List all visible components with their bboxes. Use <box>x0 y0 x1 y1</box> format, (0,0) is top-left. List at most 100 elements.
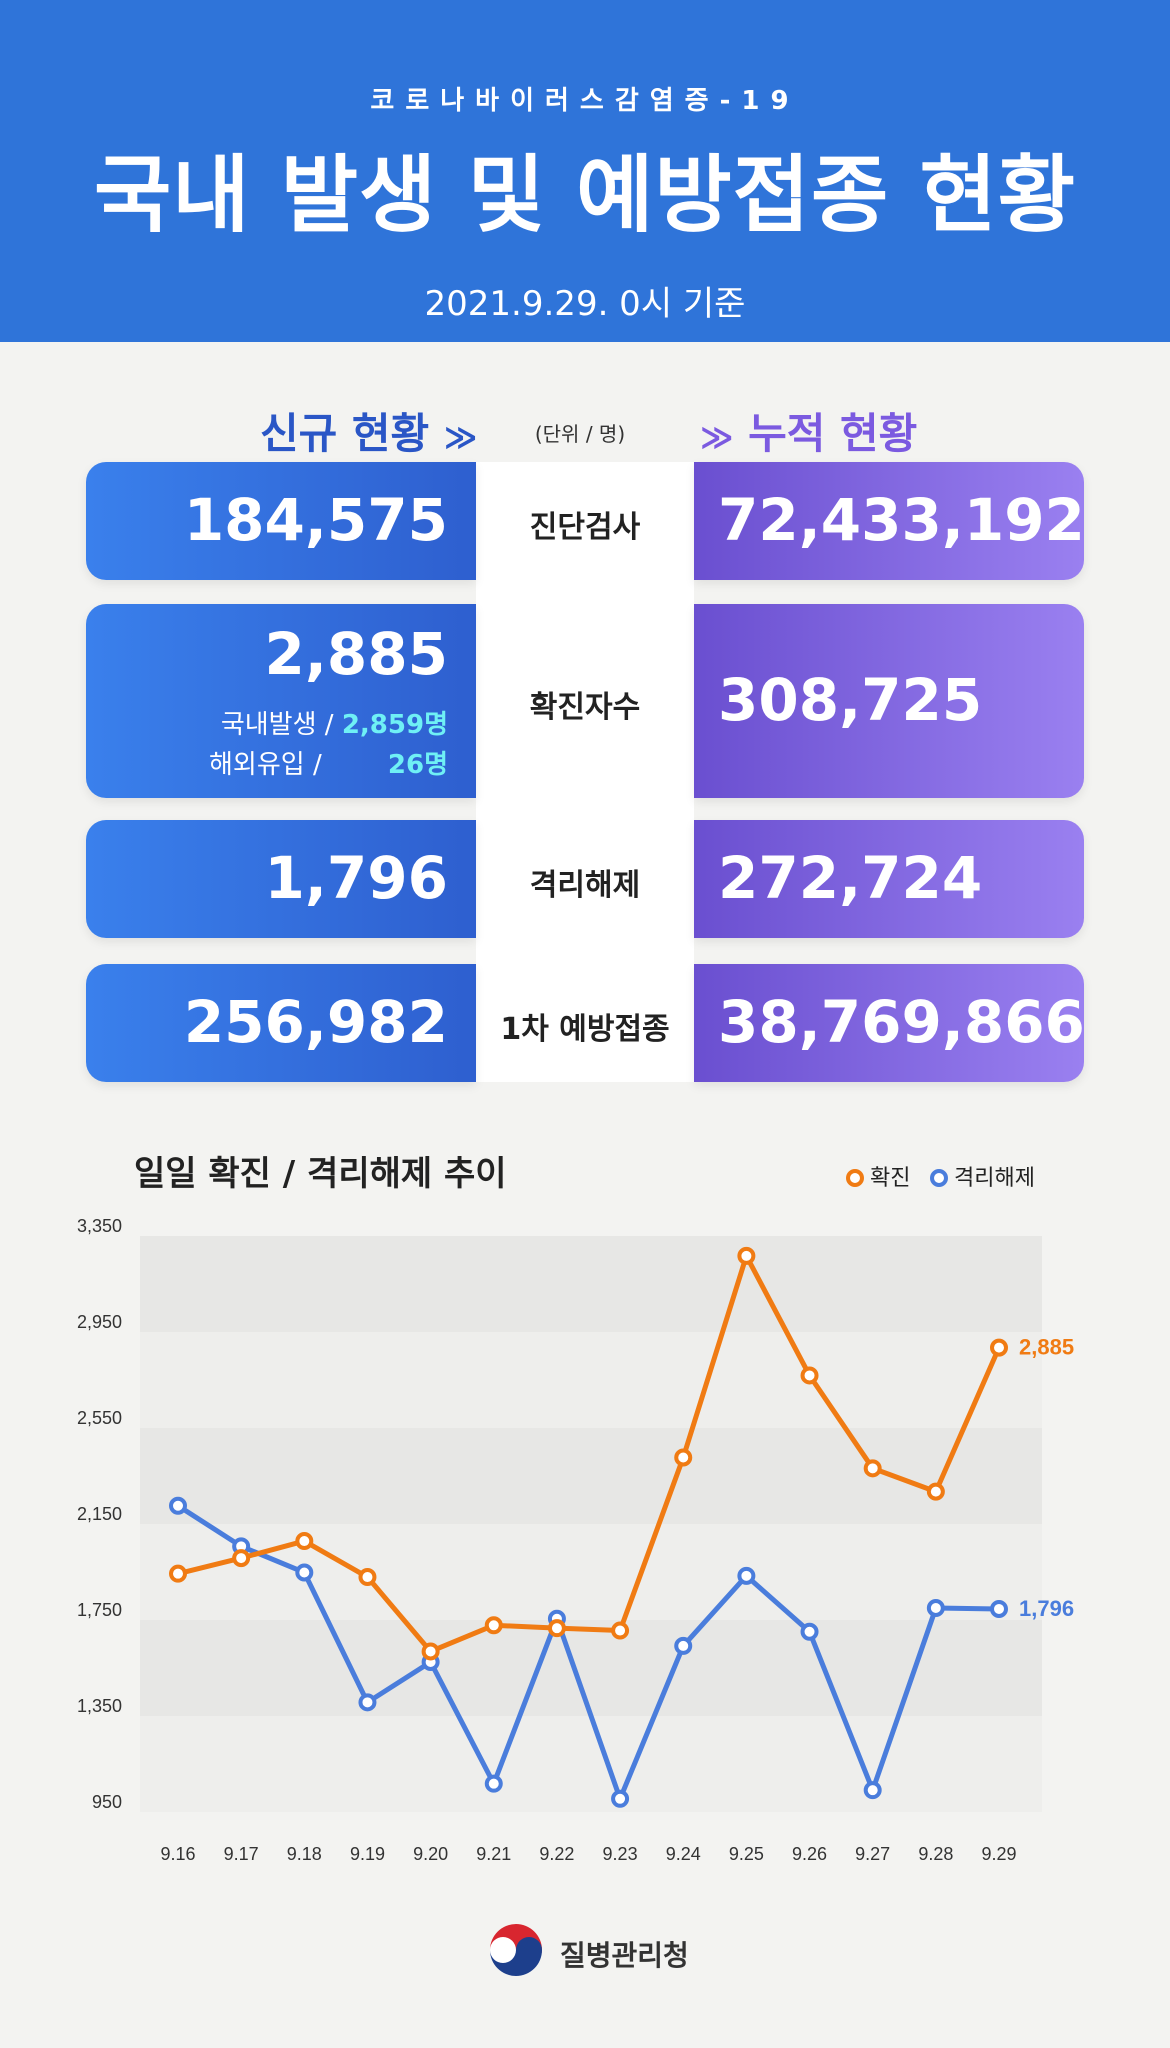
confirmed-end-label: 2,885 <box>1019 1335 1074 1360</box>
tests-label: 진단검사 <box>529 510 641 545</box>
grid-band <box>140 1716 1042 1812</box>
x-tick-label: 9.21 <box>476 1844 511 1864</box>
legend-confirmed-marker <box>846 1169 864 1187</box>
header-title: 국내 발생 및 예방접종 현황 <box>93 146 1077 244</box>
vaccination-label: 1차 예방접종 <box>500 1012 670 1047</box>
x-tick-label: 9.26 <box>792 1844 827 1864</box>
new-tests-value: 184,575 <box>183 486 448 554</box>
released-point <box>990 1599 1008 1618</box>
header-date: 2021.9.29. 0시 기준 <box>424 284 746 324</box>
x-tick-label: 9.16 <box>160 1844 195 1864</box>
confirmed-point <box>295 1532 314 1551</box>
new-confirmed-value: 2,885 <box>264 620 448 688</box>
cumulative-confirmed-card: 308,725 <box>694 604 1084 798</box>
confirmed-point <box>358 1568 377 1587</box>
legend-released-marker <box>930 1169 948 1187</box>
released-point <box>295 1563 314 1582</box>
x-tick-label: 9.17 <box>224 1844 259 1864</box>
domestic-breakdown: 국내발생 / 2,859명 <box>221 704 448 741</box>
released-end-label: 1,796 <box>1019 1596 1074 1621</box>
x-tick-label: 9.27 <box>855 1844 890 1864</box>
y-tick-label: 2,550 <box>77 1408 122 1428</box>
line-chart: 3,350 2,950 2,550 2,150 1,750 1,350 950 9.16 9.1… <box>77 1216 1074 1864</box>
overseas-breakdown: 해외유입 / 26명 <box>209 744 448 781</box>
cumulative-released-value: 272,724 <box>718 844 983 912</box>
cumulative-tests-card: 72,433,192 <box>694 462 1085 580</box>
new-confirmed-card: 2,885 국내발생 / 2,859명 해외유입 / 26명 <box>86 604 476 798</box>
x-tick-label: 9.24 <box>666 1844 701 1864</box>
released-point <box>358 1693 377 1712</box>
cumulative-tests-value: 72,433,192 <box>718 486 1085 554</box>
grid-band <box>140 1236 1042 1332</box>
confirmed-point <box>484 1616 503 1635</box>
legend-confirmed-label: 확진 <box>870 1166 911 1191</box>
overseas-value: 26명 <box>387 750 448 780</box>
y-tick-label: 3,350 <box>77 1216 122 1236</box>
header-subtitle: 코로나바이러스감염증-19 <box>370 86 800 116</box>
new-section-label: 신규 현황 <box>260 409 430 458</box>
y-tick-label: 2,950 <box>77 1312 122 1332</box>
x-tick-label: 9.23 <box>603 1844 638 1864</box>
confirmed-point <box>737 1246 756 1265</box>
center-label-column <box>476 462 694 1082</box>
released-label: 격리해제 <box>529 868 641 903</box>
legend-released: 격리해제 <box>930 1160 1035 1192</box>
confirmed-point <box>926 1482 945 1501</box>
confirmed-point <box>863 1459 882 1478</box>
confirmed-point <box>674 1448 693 1467</box>
y-tick-label: 1,350 <box>77 1696 122 1716</box>
header-banner: 코로나바이러스감염증-19 국내 발생 및 예방접종 현황 2021.9.29.… <box>0 0 1170 342</box>
cumulative-confirmed-value: 308,725 <box>718 666 983 734</box>
released-point <box>169 1496 187 1515</box>
kdca-logo <box>490 1924 542 1976</box>
domestic-value: 2,859명 <box>341 710 448 740</box>
new-vaccination-value: 256,982 <box>183 988 448 1056</box>
confirmed-point <box>421 1642 440 1661</box>
cumulative-vaccination-card: 38,769,866 <box>694 964 1085 1082</box>
released-point <box>611 1789 630 1808</box>
cumulative-released-card: 272,724 <box>694 820 1084 938</box>
new-released-card: 1,796 <box>86 820 476 938</box>
legend-released-label: 격리해제 <box>954 1166 1035 1191</box>
confirmed-point <box>611 1621 630 1640</box>
y-tick-label: 2,150 <box>77 1504 122 1524</box>
grid-band <box>140 1332 1042 1428</box>
confirmed-point <box>990 1338 1008 1357</box>
released-point <box>926 1599 945 1617</box>
new-vaccination-card: 256,982 <box>86 964 476 1082</box>
grid-band <box>140 1620 1042 1716</box>
confirmed-label: 확진자수 <box>529 690 641 725</box>
new-section-title: 신규 현황 ≫ <box>260 400 477 461</box>
chevron-down-icon: ≫ <box>700 418 734 456</box>
confirmed-point <box>232 1549 251 1568</box>
x-tick-label: 9.20 <box>413 1844 448 1864</box>
confirmed-point <box>547 1619 566 1638</box>
unit-label: (단위 / 명) <box>534 422 626 446</box>
grid-band <box>140 1524 1042 1620</box>
x-tick-label: 9.18 <box>287 1844 322 1864</box>
chevron-down-icon: ≫ <box>443 418 478 456</box>
released-point <box>484 1774 503 1793</box>
agency-name: 질병관리청 <box>560 1939 689 1972</box>
overseas-label: 해외유입 / <box>209 750 322 780</box>
confirmed-point <box>800 1366 819 1385</box>
cumulative-section-title: ≫ 누적 현황 <box>700 400 917 461</box>
grid-band <box>140 1428 1042 1524</box>
released-point <box>737 1566 756 1585</box>
x-tick-label: 9.29 <box>981 1844 1016 1864</box>
x-tick-label: 9.19 <box>350 1844 385 1864</box>
new-tests-card: 184,575 <box>86 462 476 580</box>
released-point <box>863 1781 882 1800</box>
legend-confirmed: 확진 <box>846 1160 910 1192</box>
released-point <box>800 1622 819 1641</box>
x-tick-label: 9.28 <box>918 1844 953 1864</box>
y-tick-label: 950 <box>92 1792 122 1812</box>
released-point <box>674 1636 693 1655</box>
confirmed-point <box>169 1564 187 1583</box>
y-tick-label: 1,750 <box>77 1600 122 1620</box>
x-tick-label: 9.22 <box>539 1844 574 1864</box>
domestic-label: 국내발생 / <box>220 710 334 740</box>
cumulative-section-label: 누적 현황 <box>748 409 918 458</box>
x-tick-label: 9.25 <box>729 1844 764 1864</box>
released-series-line <box>176 1503 1000 1802</box>
